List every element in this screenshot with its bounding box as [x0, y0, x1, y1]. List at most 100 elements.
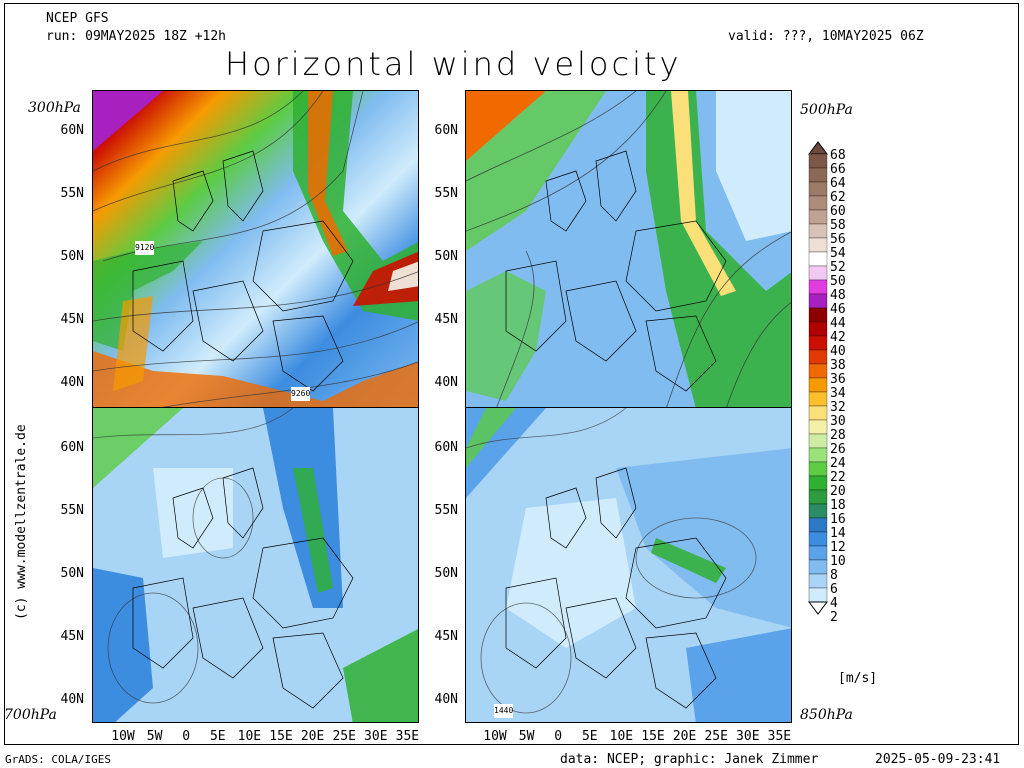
colorbar-tick-label: 16	[830, 512, 846, 527]
lat-label-bottom-left-60N: 60N	[60, 440, 84, 455]
footer-timestamp: 2025-05-09-23:41	[875, 752, 1001, 767]
map-panel-850hpa: 1440	[465, 407, 792, 723]
lon-label-left-5W: 5W	[146, 729, 163, 744]
colorbar-tick-label: 24	[830, 456, 846, 471]
colorbar-tick-label: 60	[830, 204, 846, 219]
map-title: Horizontal wind velocity	[225, 45, 682, 83]
colorbar-tick-label: 42	[830, 330, 846, 345]
lon-label-left-20E: 20E	[300, 729, 325, 744]
lat-label-bottom-right-55N: 55N	[434, 503, 458, 518]
lon-label-left-5E: 5E	[209, 729, 226, 744]
colorbar-segment	[808, 559, 828, 575]
lat-label-top-right-50N: 50N	[434, 249, 458, 264]
lat-label-top-right-40N: 40N	[434, 375, 458, 390]
colorbar-segment	[808, 349, 828, 365]
colorbar-segment	[808, 321, 828, 337]
colorbar-segment	[808, 377, 828, 393]
colorbar-segment	[808, 195, 828, 211]
colorbar-tick-label: 68	[830, 148, 846, 163]
colorbar-tick-label: 44	[830, 316, 846, 331]
colorbar-tick-label: 32	[830, 400, 846, 415]
colorbar-segment	[808, 279, 828, 295]
footer-credit: data: NCEP; graphic: Janek Zimmer	[560, 752, 819, 767]
colorbar-tick-label: 4	[830, 596, 838, 611]
lon-label-right-5E: 5E	[581, 729, 598, 744]
colorbar-tick-label: 34	[830, 386, 846, 401]
lat-label-bottom-right-50N: 50N	[434, 566, 458, 581]
lat-label-bottom-right-60N: 60N	[434, 440, 458, 455]
lon-label-right-5W: 5W	[518, 729, 535, 744]
lat-label-bottom-left-55N: 55N	[60, 503, 84, 518]
lat-label-bottom-right-40N: 40N	[434, 692, 458, 707]
contour-label-1440: 1440	[494, 704, 514, 718]
lon-label-right-35E: 35E	[767, 729, 792, 744]
colorbar-unit: [m/s]	[838, 671, 878, 686]
colorbar-segment	[808, 419, 828, 435]
colorbar-tick-label: 14	[830, 526, 846, 541]
valid-time: valid: ???, 10MAY2025 06Z	[728, 29, 924, 44]
colorbar-tick-label: 50	[830, 274, 846, 289]
colorbar-tick-label: 28	[830, 428, 846, 443]
lon-label-left-10E: 10E	[237, 729, 262, 744]
colorbar-max-arrow	[808, 141, 828, 155]
lon-label-left-35E: 35E	[395, 729, 420, 744]
level-label-700: 700hPa	[4, 707, 57, 723]
lon-label-right-10W: 10W	[483, 729, 507, 744]
lon-label-right-0: 0	[554, 729, 563, 744]
colorbar-tick-label: 26	[830, 442, 846, 457]
map-panel-700hpa	[92, 407, 419, 723]
level-label-500: 500hPa	[800, 102, 853, 118]
colorbar-tick-label: 12	[830, 540, 846, 555]
colorbar-min-arrow	[808, 601, 828, 615]
lat-label-top-right-55N: 55N	[434, 186, 458, 201]
colorbar-segment	[808, 181, 828, 197]
lat-label-bottom-left-45N: 45N	[60, 629, 84, 644]
lat-label-bottom-left-40N: 40N	[60, 692, 84, 707]
colorbar-tick-label: 8	[830, 568, 838, 583]
colorbar-segment	[808, 545, 828, 561]
lat-label-bottom-left-50N: 50N	[60, 566, 84, 581]
colorbar-tick-label: 58	[830, 218, 846, 233]
colorbar-tick-label: 54	[830, 246, 846, 261]
lon-label-left-25E: 25E	[332, 729, 356, 744]
model-name: NCEP GFS	[46, 11, 109, 26]
colorbar-tick-label: 62	[830, 190, 846, 205]
colorbar-tick-label: 52	[830, 260, 846, 275]
colorbar-segment	[808, 265, 828, 281]
colorbar-segment	[808, 489, 828, 505]
lon-label-left-0: 0	[182, 729, 191, 744]
colorbar-tick-label: 48	[830, 288, 846, 303]
wind-field-500hpa	[466, 91, 791, 407]
colorbar-tick-label: 46	[830, 302, 846, 317]
colorbar-tick-label: 22	[830, 470, 846, 485]
colorbar-segment	[808, 237, 828, 253]
watermark: (c) www.modellzentrale.de	[14, 424, 29, 620]
lat-label-top-left-50N: 50N	[60, 249, 84, 264]
colorbar-segment	[808, 391, 828, 407]
run-info: run: 09MAY2025 18Z +12h	[46, 29, 227, 44]
colorbar-tick-label: 64	[830, 176, 846, 191]
wind-field-700hpa	[93, 408, 418, 722]
chart-frame	[4, 3, 1019, 745]
colorbar-segment	[808, 447, 828, 463]
lat-label-bottom-right-45N: 45N	[434, 629, 458, 644]
colorbar	[808, 141, 828, 615]
colorbar-segment	[808, 517, 828, 533]
lat-label-top-left-45N: 45N	[60, 312, 84, 327]
wind-field-300hpa	[93, 91, 418, 407]
colorbar-segment	[808, 433, 828, 449]
footer-software: GrADS: COLA/IGES	[5, 753, 111, 766]
lon-label-left-15E: 15E	[269, 729, 293, 744]
map-panel-500hpa	[465, 90, 792, 408]
colorbar-segment	[808, 503, 828, 519]
contour-label-9120: 9120	[135, 241, 155, 255]
lon-label-right-30E: 30E	[736, 729, 760, 744]
colorbar-segment	[808, 405, 828, 421]
colorbar-segment	[808, 587, 828, 603]
lat-label-top-right-45N: 45N	[434, 312, 458, 327]
lon-label-right-20E: 20E	[672, 729, 697, 744]
colorbar-tick-label: 40	[830, 344, 846, 359]
lon-label-left-10W: 10W	[111, 729, 135, 744]
colorbar-segment	[808, 223, 828, 239]
lon-label-right-10E: 10E	[609, 729, 634, 744]
